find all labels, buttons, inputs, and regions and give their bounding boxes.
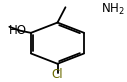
Text: HO: HO <box>9 24 27 37</box>
Text: Cl: Cl <box>52 68 63 81</box>
Text: NH$_2$: NH$_2$ <box>101 2 124 17</box>
